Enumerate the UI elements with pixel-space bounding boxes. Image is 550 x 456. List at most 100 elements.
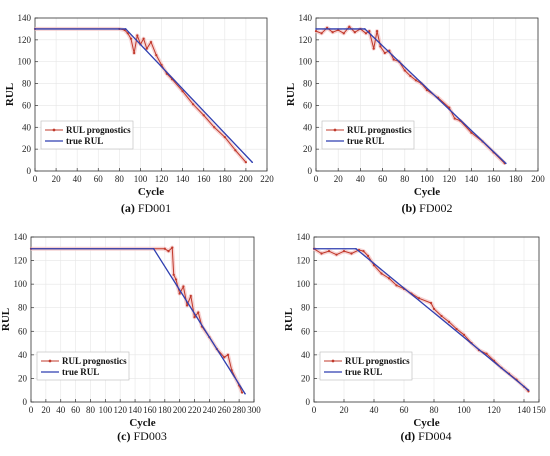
true-rul-point [244,392,246,395]
prognostics-point [226,353,230,356]
x-tick-label: 80 [86,405,96,415]
prognostics-point [133,51,136,55]
x-tick-label: 240 [203,405,217,415]
x-tick-label: 100 [99,405,113,415]
y-tick-label: 40 [303,122,313,132]
prognostics-point [366,254,370,257]
prognostics-point [432,307,436,310]
panel-caption-name: FD002 [419,201,452,215]
x-tick-label: 180 [509,174,523,184]
x-tick-label: 20 [340,405,350,415]
prognostics-point [409,74,412,78]
prognostics-point [145,47,148,50]
y-tick-label: 120 [18,35,32,45]
x-tick-label: 140 [176,174,190,184]
prognostics-point [342,250,346,253]
x-tick-label: 180 [218,174,232,184]
true-rul-point [152,247,155,250]
x-tick-label: 200 [239,174,253,184]
y-axis-label: RUL [0,308,12,331]
x-tick-label: 160 [143,405,157,415]
x-tick-label: 20 [41,405,51,415]
x-tick-label: 60 [400,405,410,415]
panel-caption-label: (a) [121,201,138,215]
y-tick-label: 80 [301,303,311,313]
y-tick-label: 80 [22,79,32,89]
x-axis-label: Cycle [129,417,155,429]
y-tick-label: 80 [18,303,28,313]
prognostics-point [126,32,129,35]
chart-panel-1: 0 20 40 60 80 100 120 140 160 180 200 220 0 20 40 60 80 1… [4,13,274,215]
legend-box [40,120,134,150]
prognostics-point [414,79,417,82]
x-tick-label: 160 [487,174,501,184]
y-tick-label: 100 [18,57,32,67]
true-rul-point [355,247,357,250]
prognostics-point [462,333,466,336]
prognostics-point [155,54,158,57]
x-tick-label: 200 [173,405,187,415]
y-tick-label: 20 [301,373,311,383]
legend-label-true: true RUL [345,367,382,377]
legend-label-true: true RUL [62,367,99,377]
prognostics-point [350,252,353,255]
plot-frame [34,17,268,172]
prognostics-point [129,37,133,40]
x-tick-label: 20 [334,174,344,184]
x-tick-label: 0 [33,174,38,184]
prognostics-point [364,32,368,35]
prognostics-point [353,31,356,34]
prognostics-point [362,250,365,253]
y-tick-label: 140 [14,232,28,242]
prognostics-point [167,250,170,253]
prognostics-point [342,32,345,35]
prognostics-point [485,352,488,355]
true-rul-point [313,247,315,250]
y-axis-label: RUL [285,83,297,106]
prognostics-point [348,25,351,28]
prognostics-point [171,246,174,249]
y-tick-label: 20 [18,373,28,383]
legend-label-prognostics: RUL prognostics [345,356,410,366]
prognostics-point [320,32,323,35]
y-tick-label: 140 [299,13,313,23]
prognostics-point [392,58,395,61]
panel-caption-label: (b) [401,201,419,215]
prognostics-point [244,161,248,164]
prognostics-line [35,28,247,163]
legend-label-prognostics: RUL prognostics [62,356,127,366]
x-tick-label: 80 [115,174,125,184]
x-tick-label: 80 [400,174,410,184]
legend-label-true: true RUL [347,136,384,146]
chart-panel-4: 0 20 40 60 80 100 120 140 150020406080100120140C… [283,232,546,443]
prognostics-point [380,272,383,275]
y-tick-label: 40 [22,122,32,132]
legend-marker-prognostics [333,128,337,132]
prognostics-point [314,30,318,33]
panel-caption: (d) FD004 [400,429,451,443]
x-tick-label: 100 [420,174,434,184]
prognostics-point [189,294,192,298]
prognostics-point [440,314,443,318]
true-rul-point [34,28,36,30]
prognostics-point [447,320,451,323]
y-tick-label: 0 [23,397,28,407]
panel-caption-name: FD003 [133,429,166,443]
prognostics-point [455,327,458,331]
x-axis-label: Cycle [413,417,439,429]
x-tick-label: 40 [56,405,66,415]
prognostics-point [223,356,226,359]
legend-label-true: true RUL [66,136,103,146]
prognostics-point [387,277,391,280]
legend-marker-prognostics [52,128,56,132]
legend-label-prognostics: RUL prognostics [66,125,131,135]
panel-caption-label: (c) [117,429,133,443]
y-tick-label: 140 [297,232,311,242]
x-tick-label: 60 [378,174,388,184]
y-tick-label: 120 [297,256,311,266]
x-tick-label: 220 [188,405,202,415]
y-tick-label: 100 [297,279,311,289]
